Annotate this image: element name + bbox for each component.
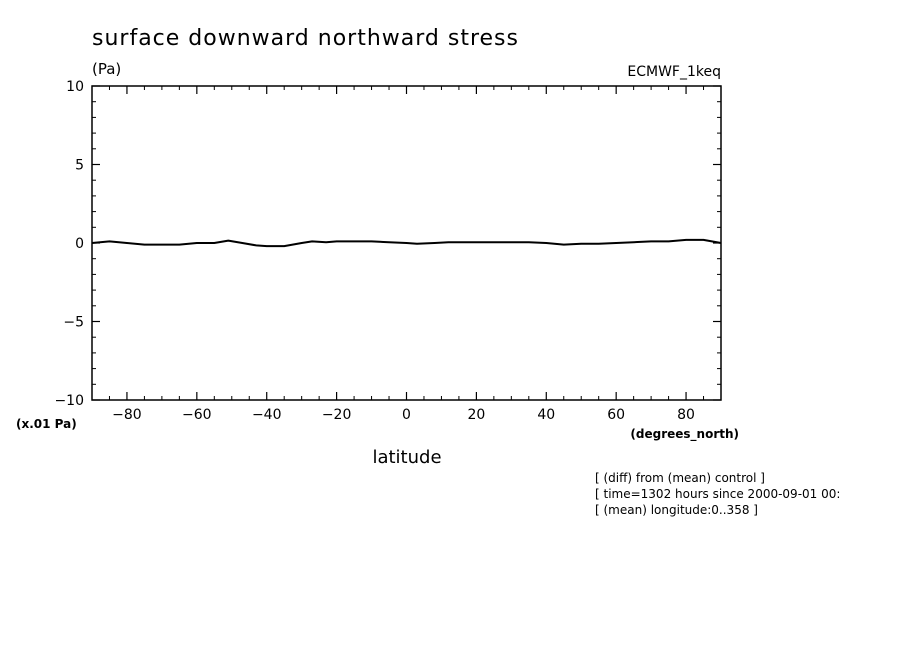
x-tick-label: −60 bbox=[182, 407, 212, 423]
x-axis-ticks: −80 −60 −40 −20 0 20 40 60 80 bbox=[112, 86, 695, 423]
series-lines bbox=[91, 238, 722, 248]
chart-title: surface downward northward stress bbox=[92, 26, 519, 51]
y-scale-label: (x.01 Pa) bbox=[16, 417, 77, 431]
note-time: [ time=1302 hours since 2000-09-01 00: bbox=[595, 487, 840, 501]
y-axis-ticks: −10 −5 0 5 10 bbox=[54, 79, 721, 409]
x-tick-label: 60 bbox=[607, 407, 625, 423]
x-axis-label: latitude bbox=[372, 447, 441, 468]
note-diff: [ (diff) from (mean) control ] bbox=[595, 471, 765, 485]
model-label: ECMWF_1keq bbox=[627, 64, 721, 80]
y-tick-label: −10 bbox=[54, 393, 84, 409]
x-tick-label: 40 bbox=[537, 407, 555, 423]
y-tick-label: 0 bbox=[75, 236, 84, 252]
x-tick-label: −40 bbox=[252, 407, 282, 423]
minor-ticks bbox=[91, 86, 722, 400]
y-tick-label: −5 bbox=[63, 315, 84, 331]
note-longitude: [ (mean) longitude:0..358 ] bbox=[595, 503, 758, 517]
y-tick-label: 10 bbox=[66, 79, 84, 95]
y-unit-label: (Pa) bbox=[92, 60, 121, 78]
x-tick-label: −20 bbox=[322, 407, 352, 423]
x-tick-label: 0 bbox=[402, 407, 411, 423]
x-tick-label: 80 bbox=[677, 407, 695, 423]
x-tick-label: 20 bbox=[467, 407, 485, 423]
x-tick-label: −80 bbox=[112, 407, 142, 423]
y-tick-label: 5 bbox=[75, 158, 84, 174]
series-line bbox=[91, 238, 722, 248]
x-unit-label: (degrees_north) bbox=[630, 427, 739, 442]
